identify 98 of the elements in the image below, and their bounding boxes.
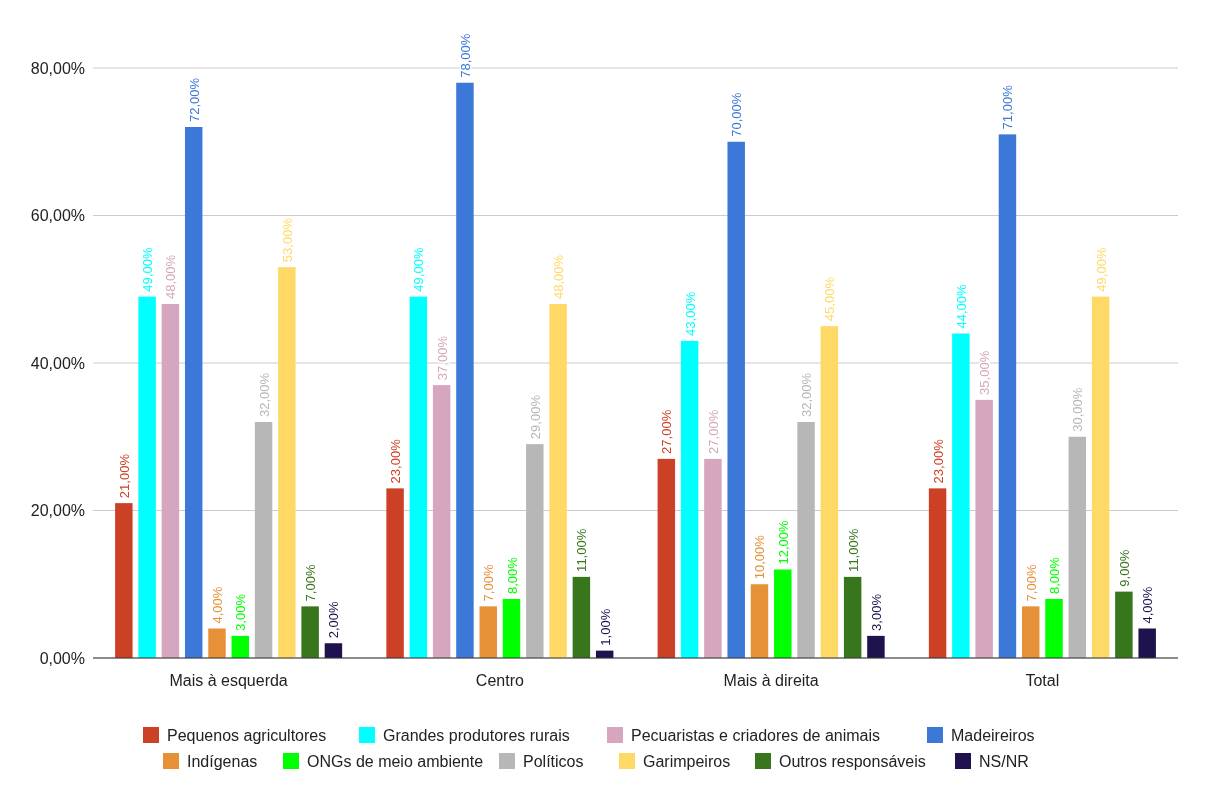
legend-label: Garimpeiros xyxy=(643,753,731,770)
data-label: 35,00% xyxy=(977,350,993,395)
bar xyxy=(254,422,273,658)
bar xyxy=(386,488,404,658)
bar xyxy=(680,340,699,658)
bar xyxy=(657,458,676,658)
legend-label: Madeireiros xyxy=(951,727,1035,744)
data-label: 70,00% xyxy=(729,92,745,137)
bar xyxy=(549,304,567,658)
bar xyxy=(409,296,428,658)
bar xyxy=(797,422,815,658)
data-label: 10,00% xyxy=(752,534,768,580)
data-label: 9,00% xyxy=(1116,549,1132,587)
bar xyxy=(727,141,745,658)
data-label: 8,00% xyxy=(1047,556,1063,594)
bar xyxy=(479,606,497,658)
bar xyxy=(704,458,722,658)
data-label: 4,00% xyxy=(1140,586,1156,624)
legend-label: Políticos xyxy=(523,753,584,770)
bar xyxy=(456,82,474,658)
data-label: 2,00% xyxy=(326,600,342,639)
bar xyxy=(231,635,249,658)
y-tick-label: 0,00% xyxy=(39,649,85,667)
data-label: 23,00% xyxy=(930,438,946,484)
bar xyxy=(138,296,156,658)
data-label: 27,00% xyxy=(659,409,675,454)
bar xyxy=(161,304,180,658)
data-label: 27,00% xyxy=(705,409,721,454)
data-label: 43,00% xyxy=(682,291,698,336)
data-label: 4,00% xyxy=(209,586,225,624)
data-label: 78,00% xyxy=(457,33,473,78)
legend-label: NS/NR xyxy=(979,753,1029,770)
data-label: 7,00% xyxy=(481,564,497,602)
x-tick-label: Mais à esquerda xyxy=(169,672,288,689)
data-label: 37,00% xyxy=(434,335,450,381)
bar xyxy=(208,628,226,658)
bar xyxy=(115,503,133,658)
bar xyxy=(1138,628,1156,658)
data-label: 11,00% xyxy=(574,528,590,572)
bar xyxy=(1068,436,1087,658)
y-tick-label: 80,00% xyxy=(30,59,85,77)
legend-label: ONGs de meio ambiente xyxy=(307,753,484,770)
data-label: 48,00% xyxy=(551,254,567,299)
bar xyxy=(1091,296,1110,658)
data-label: 23,00% xyxy=(388,438,404,484)
bar xyxy=(301,606,319,658)
bar xyxy=(1115,591,1133,658)
bar xyxy=(526,444,544,658)
legend-label: Pequenos agricultores xyxy=(167,727,327,744)
data-label: 7,00% xyxy=(1023,564,1039,602)
data-label: 53,00% xyxy=(279,217,295,263)
bar xyxy=(843,576,862,658)
bar xyxy=(750,584,769,658)
data-label: 32,00% xyxy=(256,372,272,417)
bar xyxy=(952,333,970,658)
data-label: 71,00% xyxy=(1000,84,1016,130)
bar xyxy=(867,635,885,658)
bar xyxy=(184,127,203,658)
data-label: 21,00% xyxy=(116,453,132,499)
data-label: 49,00% xyxy=(1093,247,1109,292)
y-tick-label: 60,00% xyxy=(30,207,85,225)
x-tick-label: Centro xyxy=(475,672,524,689)
data-label: 49,00% xyxy=(411,247,427,292)
data-label: 48,00% xyxy=(163,254,179,299)
y-tick-label: 20,00% xyxy=(30,502,85,520)
data-label: 32,00% xyxy=(799,372,815,417)
data-label: 8,00% xyxy=(504,556,520,594)
bar xyxy=(572,576,591,658)
bar xyxy=(1045,599,1063,658)
legend-label: Pecuaristas e criadores de animais xyxy=(631,727,881,744)
data-label: 30,00% xyxy=(1070,387,1086,432)
legend-label: Grandes produtores rurais xyxy=(383,727,570,744)
data-label: 45,00% xyxy=(822,276,838,322)
data-label: 12,00% xyxy=(775,519,791,565)
data-label: 44,00% xyxy=(953,283,969,329)
bar xyxy=(975,399,993,658)
data-label: 3,00% xyxy=(868,593,884,631)
bar xyxy=(928,488,947,658)
bar xyxy=(502,599,521,658)
legend-label: Indígenas xyxy=(187,753,258,770)
data-label: 11,00% xyxy=(845,528,861,572)
legend-label: Outros responsáveis xyxy=(779,753,926,770)
bar xyxy=(998,134,1017,658)
data-label: 3,00% xyxy=(233,593,249,631)
x-tick-label: Mais à direita xyxy=(723,672,819,689)
bar xyxy=(820,326,839,658)
y-tick-label: 40,00% xyxy=(30,354,85,372)
bar xyxy=(1022,606,1040,658)
bar xyxy=(432,385,451,658)
bar xyxy=(774,569,792,658)
bar xyxy=(278,267,296,658)
data-label: 1,00% xyxy=(597,608,613,646)
data-label: 72,00% xyxy=(186,77,202,122)
data-label: 7,00% xyxy=(303,564,319,602)
x-tick-label: Total xyxy=(1025,672,1060,689)
data-label: 29,00% xyxy=(527,394,543,440)
bar xyxy=(324,643,343,658)
data-label: 49,00% xyxy=(140,247,156,292)
